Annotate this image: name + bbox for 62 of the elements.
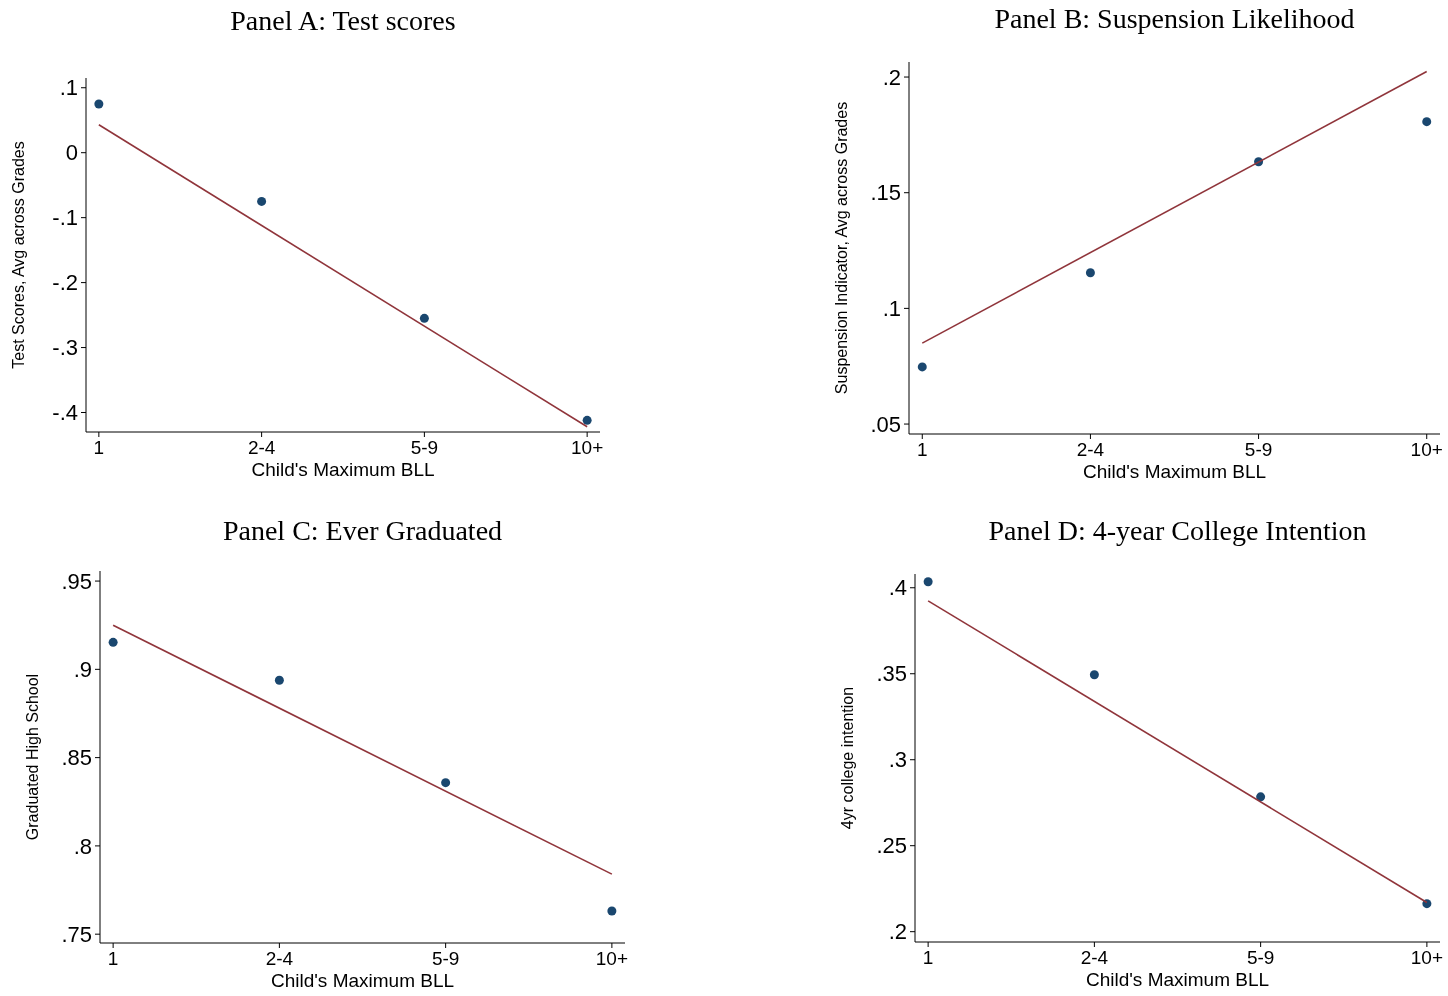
x-tick-label: 10+ — [595, 948, 628, 969]
point — [1422, 117, 1432, 127]
point — [1256, 792, 1266, 802]
x-tick-label: 10+ — [571, 437, 604, 458]
chart-title: Panel D: 4-year College Intention — [988, 515, 1367, 546]
point — [1085, 268, 1095, 278]
y-tick-label: .1 — [59, 75, 78, 101]
y-tick-label: .2 — [882, 64, 901, 90]
x-tick-label: 2-4 — [247, 437, 276, 458]
y-tick-label: .1 — [882, 296, 901, 322]
x-tick-label: 5-9 — [1246, 947, 1275, 968]
y-tick-label: .9 — [73, 657, 92, 683]
x-tick-label: 5-9 — [1244, 439, 1273, 460]
point — [582, 415, 592, 425]
x-tick-label: 10+ — [1410, 947, 1443, 968]
x-tick-label: 2-4 — [1080, 947, 1109, 968]
x-tick-label: 1 — [916, 439, 928, 460]
x-tick-label: 2-4 — [1076, 439, 1105, 460]
x-tick-label: 2-4 — [265, 948, 294, 969]
y-tick-label: 0 — [65, 140, 78, 166]
y-tick-label: -.2 — [52, 270, 78, 296]
point — [607, 906, 617, 916]
x-tick-label: 5-9 — [410, 437, 439, 458]
chart-title: Panel A: Test scores — [230, 5, 456, 36]
y-axis-title: Graduated High School — [24, 673, 41, 841]
x-tick-label: 1 — [93, 437, 105, 458]
y-tick-label: .75 — [61, 921, 92, 947]
y-axis-title: Test Scores, Avg across Grades — [10, 141, 27, 369]
point — [274, 675, 284, 685]
point — [94, 99, 104, 109]
point — [917, 362, 927, 372]
y-tick-label: .95 — [61, 568, 92, 594]
x-axis-title: Child's Maximum BLL — [1082, 461, 1267, 482]
y-tick-label: -.3 — [52, 335, 78, 361]
point — [419, 313, 429, 323]
y-tick-label: .25 — [876, 833, 907, 859]
chart-title: Panel B: Suspension Likelihood — [994, 3, 1355, 34]
y-tick-label: .3 — [888, 747, 907, 773]
y-tick-label: .85 — [61, 745, 92, 771]
point — [923, 577, 933, 587]
x-axis-title: Child's Maximum BLL — [1085, 969, 1270, 990]
x-axis-title: Child's Maximum BLL — [251, 459, 435, 480]
y-tick-label: -.1 — [52, 205, 78, 231]
point — [1089, 670, 1099, 680]
y-tick-label: .8 — [73, 833, 92, 859]
point — [257, 196, 267, 206]
chart-title: Panel C: Ever Graduated — [222, 515, 503, 546]
x-tick-label: 1 — [107, 948, 119, 969]
y-tick-label: -.4 — [52, 400, 78, 426]
x-tick-label: 1 — [922, 947, 934, 968]
point — [108, 637, 118, 647]
x-tick-label: 5-9 — [431, 948, 460, 969]
y-tick-label: .4 — [888, 575, 907, 601]
y-axis-title: Suspension Indicator, Avg across Grades — [833, 101, 850, 395]
y-tick-label: .35 — [876, 661, 907, 687]
y-tick-label: .05 — [870, 411, 901, 437]
x-tick-label: 10+ — [1410, 439, 1443, 460]
point — [441, 778, 451, 788]
y-axis-title: 4yr college intention — [839, 686, 856, 830]
y-tick-label: .2 — [888, 919, 907, 945]
x-axis-title: Child's Maximum BLL — [270, 970, 455, 991]
y-tick-label: .15 — [870, 180, 901, 206]
